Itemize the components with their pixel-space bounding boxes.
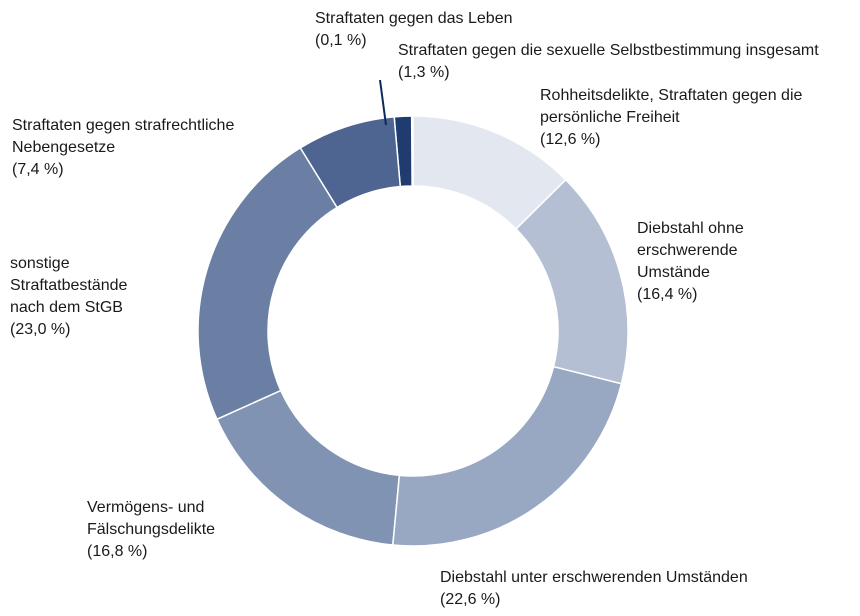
segment-label: Straftaten gegen das Leben (0,1 %) <box>315 8 555 52</box>
label-name: Straftaten gegen die sexuelle Selbstbest… <box>398 42 819 59</box>
donut-segment <box>215 389 401 546</box>
segment-label: Diebstahl unter erschwerenden Umständen (… <box>440 567 860 611</box>
value-label: (22,6 %) <box>440 591 501 608</box>
label-name: Rohheitsdelikte, Straftaten gegen die pe… <box>540 87 803 126</box>
value-label: (1,3 %) <box>398 64 450 81</box>
value-label: (12,6 %) <box>540 131 601 148</box>
donut-segment <box>197 146 339 421</box>
segment-label: Straftaten gegen strafrechtliche Nebenge… <box>12 115 322 181</box>
label-name: Vermögens- und Fälschungsdelikte <box>87 499 216 538</box>
donut-segment <box>299 116 402 209</box>
donut-segment <box>391 365 623 547</box>
label-name: Diebstahl ohne erschwerende Umstände <box>637 220 744 281</box>
label-name: Straftaten gegen das Leben <box>315 10 513 27</box>
donut-segment <box>412 115 567 231</box>
value-label: (23,0 %) <box>10 321 71 338</box>
leader-line <box>379 79 387 126</box>
donut-segment <box>393 115 413 188</box>
value-label: (0,1 %) <box>315 32 367 49</box>
segment-label: sonstige Straftatbestände nach dem StGB (… <box>10 253 160 341</box>
value-label: (16,8 %) <box>87 543 148 560</box>
segment-label: Diebstahl ohne erschwerende Umstände (16,… <box>637 218 787 306</box>
value-label: (7,4 %) <box>12 161 64 178</box>
label-name: Straftaten gegen strafrechtliche Nebenge… <box>12 117 235 156</box>
segment-label: Vermögens- und Fälschungsdelikte (16,8 %) <box>87 497 267 563</box>
label-name: sonstige Straftatbestände nach dem StGB <box>10 255 128 316</box>
segment-label: Rohheitsdelikte, Straftaten gegen die pe… <box>540 85 835 151</box>
donut-segment <box>514 178 629 385</box>
segment-label: Straftaten gegen die sexuelle Selbstbest… <box>398 40 860 84</box>
label-name: Diebstahl unter erschwerenden Umständen <box>440 569 748 586</box>
value-label: (16,4 %) <box>637 286 698 303</box>
